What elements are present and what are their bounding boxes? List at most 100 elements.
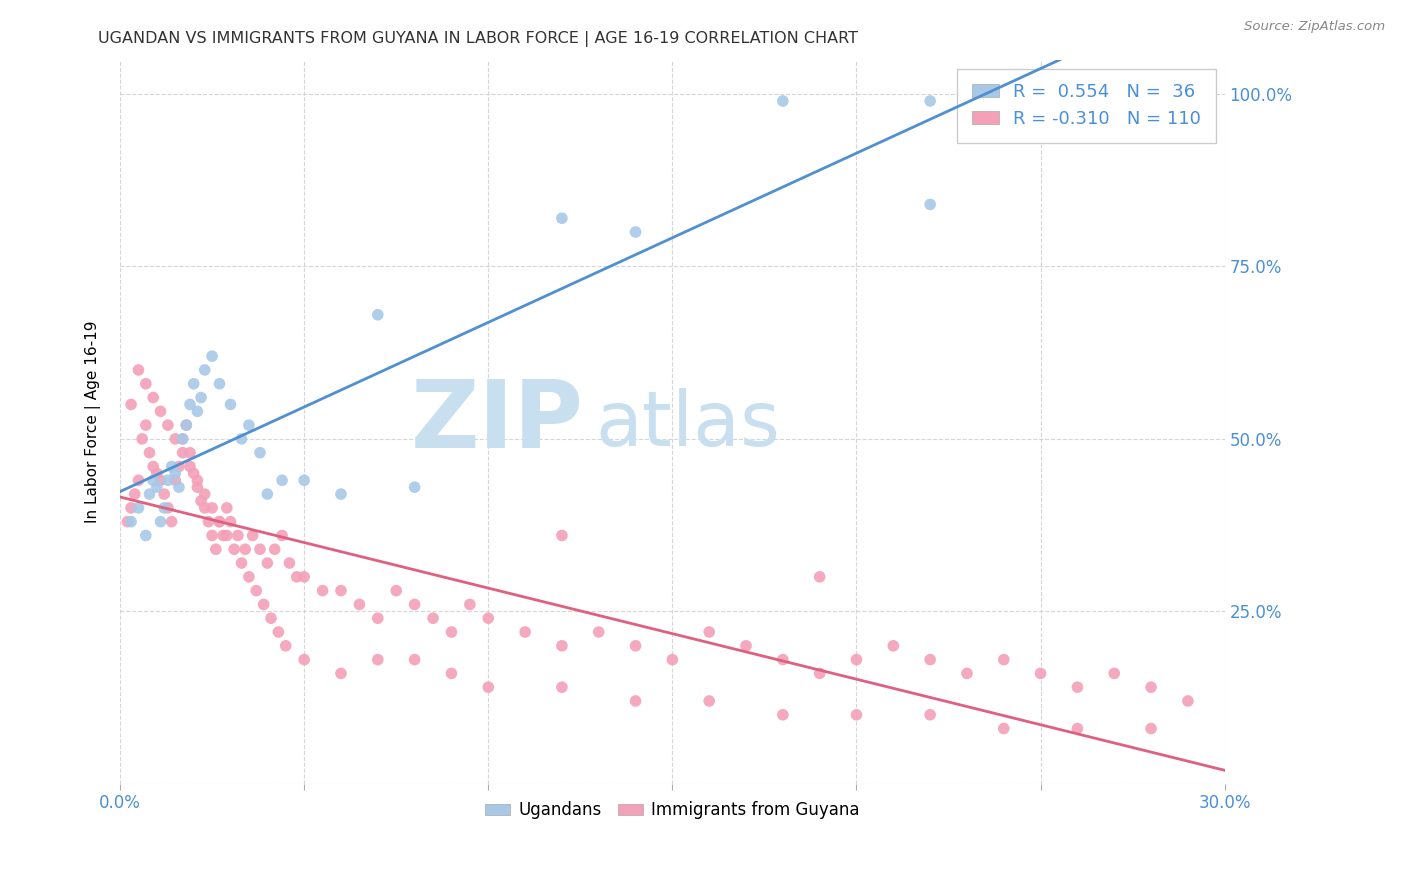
Point [179,459,201,474]
Point [219,397,242,411]
Point [179,397,201,411]
Point [120,397,142,411]
Point [120,515,142,529]
Point [186,480,208,494]
Point [224,542,246,557]
Point [149,404,172,418]
Point [624,225,647,239]
Point [208,515,231,529]
Point [160,459,183,474]
Point [176,418,198,433]
Point [256,556,278,570]
Point [1177,694,1199,708]
Point [167,459,190,474]
Point [260,611,283,625]
Point [190,391,212,405]
Point [588,625,610,640]
Point [845,707,868,722]
Point [194,487,217,501]
Point [194,363,217,377]
Point [271,528,294,542]
Point [201,349,224,363]
Point [172,432,194,446]
Point [772,94,794,108]
Point [194,500,217,515]
Point [215,500,238,515]
Point [153,500,176,515]
Point [993,722,1015,736]
Point [172,432,194,446]
Point [226,528,249,542]
Point [172,446,194,460]
Point [1140,722,1163,736]
Point [274,639,297,653]
Point [238,570,260,584]
Point [238,418,260,433]
Point [624,694,647,708]
Point [212,528,235,542]
Point [165,467,187,481]
Point [385,583,408,598]
Point [127,500,149,515]
Point [167,480,190,494]
Point [1102,666,1125,681]
Point [231,556,253,570]
Point [367,652,389,666]
Point [197,515,219,529]
Point [551,639,574,653]
Legend: Ugandans, Immigrants from Guyana: Ugandans, Immigrants from Guyana [478,795,866,826]
Point [249,542,271,557]
Point [956,666,979,681]
Point [135,376,157,391]
Point [186,473,208,487]
Point [131,432,153,446]
Point [367,611,389,625]
Point [201,500,224,515]
Point [135,418,157,433]
Point [477,680,499,694]
Point [219,515,242,529]
Point [120,500,142,515]
Point [349,598,371,612]
Point [256,487,278,501]
Point [135,528,157,542]
Point [422,611,444,625]
Text: atlas: atlas [595,388,780,462]
Point [208,376,231,391]
Text: UGANDAN VS IMMIGRANTS FROM GUYANA IN LABOR FORCE | AGE 16-19 CORRELATION CHART: UGANDAN VS IMMIGRANTS FROM GUYANA IN LAB… [98,31,859,47]
Point [156,418,179,433]
Point [551,528,574,542]
Point [271,473,294,487]
Point [404,598,426,612]
Point [142,459,165,474]
Point [142,473,165,487]
Point [253,598,276,612]
Point [367,308,389,322]
Point [201,528,224,542]
Point [772,707,794,722]
Point [882,639,904,653]
Point [165,473,187,487]
Point [920,94,942,108]
Point [146,480,169,494]
Point [551,211,574,226]
Point [233,542,256,557]
Point [138,446,160,460]
Point [697,694,720,708]
Point [772,652,794,666]
Point [292,652,315,666]
Point [1066,722,1088,736]
Y-axis label: In Labor Force | Age 16-19: In Labor Force | Age 16-19 [86,320,101,523]
Point [1066,680,1088,694]
Point [661,652,683,666]
Point [142,391,165,405]
Point [149,515,172,529]
Point [190,494,212,508]
Point [920,652,942,666]
Point [330,583,353,598]
Point [156,500,179,515]
Point [146,467,169,481]
Point [204,542,226,557]
Point [735,639,758,653]
Point [117,515,139,529]
